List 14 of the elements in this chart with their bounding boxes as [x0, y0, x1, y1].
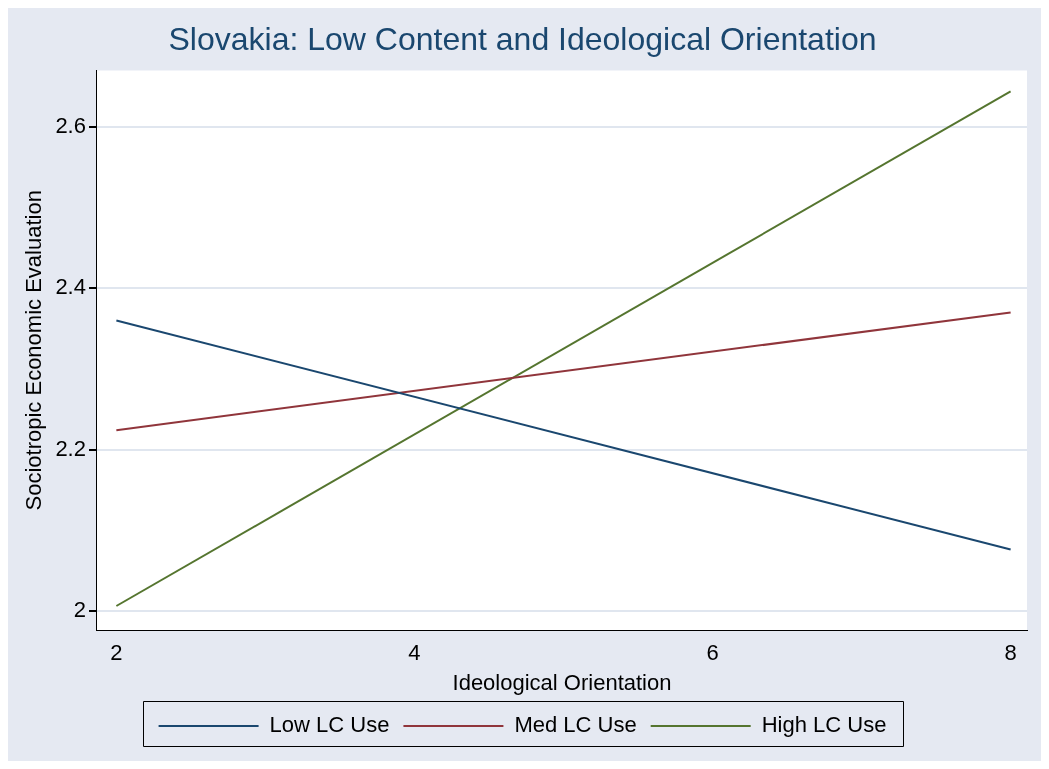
y-tick-label: 2.6 [55, 112, 86, 138]
y-axis-title: Sociotropic Economic Evaluation [21, 190, 47, 511]
y-tick-label: 2 [73, 596, 86, 622]
x-axis-title: Ideological Orientation [452, 669, 672, 695]
y-tick-label: 2.4 [55, 274, 86, 300]
y-tick-label: 2.2 [55, 435, 86, 461]
legend-label: High LC Use [761, 712, 887, 738]
x-tick-label: 8 [1004, 640, 1017, 666]
legend-label: Med LC Use [514, 712, 637, 738]
legend-label: Low LC Use [269, 712, 390, 738]
chart-title: Slovakia: Low Content and Ideological Orientation [168, 21, 877, 58]
x-tick-label: 4 [408, 640, 421, 666]
x-tick-label: 6 [706, 640, 719, 666]
x-tick-label: 2 [110, 640, 123, 666]
